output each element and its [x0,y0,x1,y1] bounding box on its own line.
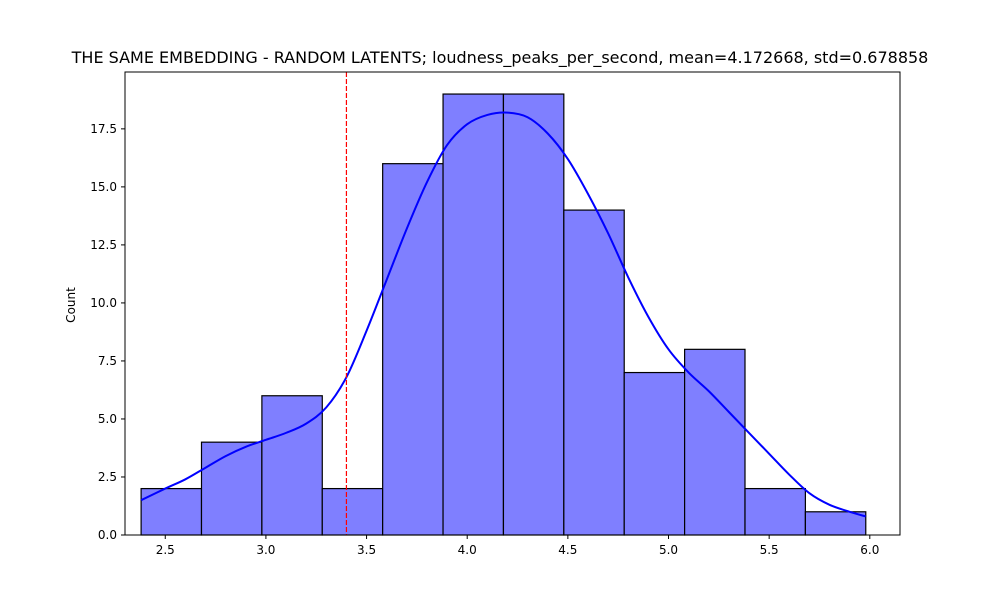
chart-title: THE SAME EMBEDDING - RANDOM LATENTS; lou… [71,48,929,67]
x-tick-label: 4.0 [458,543,477,557]
y-tick-label: 7.5 [98,354,117,368]
y-tick-label: 2.5 [98,470,117,484]
bars-layer [140,93,867,536]
y-axis-label: Count [64,287,78,323]
kde-curve [140,111,867,518]
histogram-bar [261,395,323,536]
histogram-bar [442,93,505,536]
y-tick-label: 17.5 [90,122,117,136]
histogram-bar [744,487,806,536]
x-tick-label: 3.5 [357,543,376,557]
x-tick-label: 5.5 [760,543,779,557]
y-tick-label: 0.0 [98,528,117,542]
kde-layer [140,111,867,518]
x-tick-label: 3.0 [256,543,275,557]
histogram-bar [321,487,384,536]
y-tick-label: 15.0 [90,180,117,194]
histogram-bar [623,371,686,536]
x-tick-label: 6.0 [860,543,879,557]
x-tick-label: 2.5 [156,543,175,557]
histogram-bar [563,209,625,536]
x-tick-label: 4.5 [558,543,577,557]
plot-frame [124,71,901,536]
y-tick-label: 10.0 [90,296,117,310]
histogram-bar [502,93,565,536]
y-tick-label: 5.0 [98,412,117,426]
axes-layer: 2.5 3.0 3.5 4.0 4.5 5.0 5.5 6.0 0.0 2.5 5.0 7.5 10.0… [90,71,901,557]
x-tick-label: 5.0 [659,543,678,557]
histogram-bar [200,441,263,536]
histogram-bar [382,163,444,536]
y-tick-label: 12.5 [90,238,117,252]
histogram-bar [804,511,867,536]
